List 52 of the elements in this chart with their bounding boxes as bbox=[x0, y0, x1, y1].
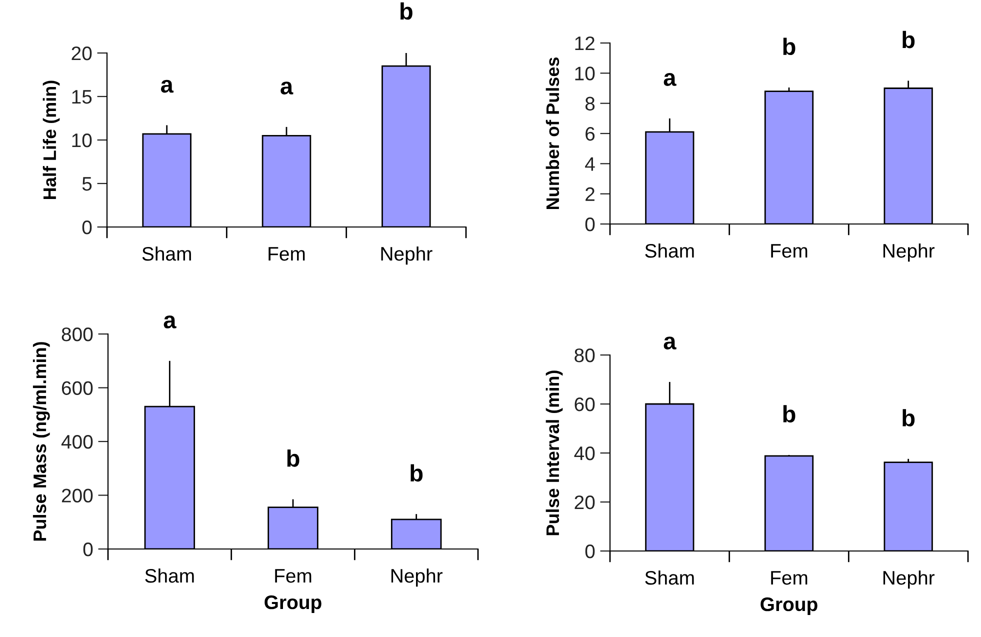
x-tick-label: Nephr bbox=[381, 246, 432, 265]
y-tick-label: 0 bbox=[82, 220, 92, 234]
x-tick-label: Sham bbox=[145, 568, 194, 583]
y-tick-label: 600 bbox=[62, 381, 93, 395]
text: b bbox=[400, 2, 412, 20]
y-tick-label: 15 bbox=[72, 90, 92, 104]
y-tick-label: 0 bbox=[585, 217, 595, 232]
x-tick-label: Nephr bbox=[883, 570, 934, 589]
y-tick-label: 2 bbox=[586, 187, 594, 201]
y-axis-title: Pulse Mass (ng/ml.min) bbox=[32, 342, 50, 541]
y-tick-label: 20 bbox=[574, 495, 595, 510]
y-tick-label: 10 bbox=[575, 66, 595, 80]
y-tick-label: 10 bbox=[72, 133, 92, 148]
y-tick-label: 0 bbox=[83, 542, 93, 556]
x-tick-label: Nephr bbox=[883, 243, 934, 262]
x-tick-label: Fem bbox=[275, 569, 312, 583]
x-axis-title: Group bbox=[760, 597, 818, 616]
x-tick-label: Sham bbox=[645, 570, 694, 585]
y-tick-label: 80 bbox=[574, 348, 595, 362]
x-axis-title: Group bbox=[264, 595, 322, 614]
y-tick-label: 5 bbox=[82, 177, 92, 191]
y-tick-label: 12 bbox=[575, 36, 594, 50]
annotation: a bbox=[160, 80, 174, 93]
annotation: a bbox=[664, 73, 676, 86]
y-tick-label: 200 bbox=[62, 488, 93, 502]
annotation: b bbox=[287, 449, 300, 467]
y-axis-title: Number of Pulses bbox=[546, 57, 560, 210]
y-axis-title: Half Life (min) bbox=[42, 80, 60, 199]
x-tick-label: Fem bbox=[771, 571, 808, 585]
annotation: b bbox=[410, 464, 423, 482]
y-tick-label: 4 bbox=[585, 157, 595, 171]
x-tick-label: Fem bbox=[771, 244, 808, 258]
text: a bbox=[164, 315, 176, 328]
annotation: a bbox=[280, 82, 294, 95]
y-tick-label: 40 bbox=[574, 446, 595, 460]
x-tick-label: Fem bbox=[268, 247, 305, 261]
x-tick-label: Sham bbox=[645, 243, 694, 258]
text: a bbox=[664, 336, 676, 350]
x-tick-label: Sham bbox=[142, 246, 191, 261]
annotation: b bbox=[902, 409, 915, 426]
annotation: b bbox=[783, 38, 796, 56]
y-tick-label: 60 bbox=[574, 397, 595, 412]
x-tick-label: Nephr bbox=[391, 568, 442, 587]
annotation: b bbox=[783, 405, 796, 423]
y-tick-label: 20 bbox=[72, 46, 92, 60]
annotation: b bbox=[902, 30, 915, 48]
y-tick-label: 0 bbox=[585, 544, 595, 558]
y-axis-title: Pulse Interval (min) bbox=[546, 370, 563, 536]
y-tick-label: 6 bbox=[586, 126, 595, 141]
y-tick-label: 8 bbox=[585, 96, 595, 111]
y-tick-label: 800 bbox=[62, 327, 93, 342]
y-tick-label: 400 bbox=[61, 434, 93, 449]
